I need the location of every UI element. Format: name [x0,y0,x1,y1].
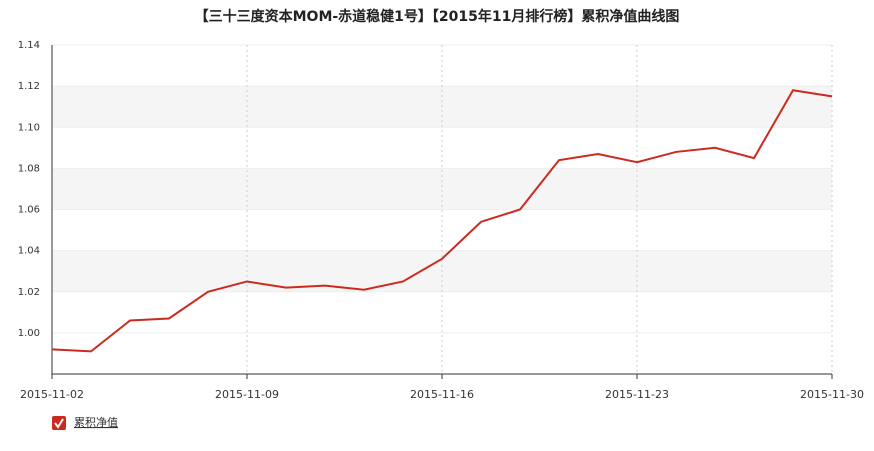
line [51,89,833,353]
x-tick-label: 2015-11-02 [20,388,84,401]
x-tick-label: 2015-11-09 [215,388,279,401]
y-tick-label: 1.06 [18,205,40,216]
y-tick-label: 1.04 [18,246,40,257]
x-tick-label: 2015-11-16 [410,388,474,401]
y-tick-label: 1.02 [18,287,40,298]
legend-label: 累积净值 [74,415,118,429]
y-tick-label: 1.08 [18,163,40,174]
y-tick-label: 1.00 [18,328,40,339]
x-tick-label: 2015-11-23 [605,388,669,401]
y-tick-label: 1.12 [18,81,40,92]
legend-check [54,418,64,429]
grid-band [52,168,832,210]
legend-checkbox [52,416,66,430]
x-tick-label: 2015-11-30 [800,388,864,401]
y-tick-label: 1.10 [18,122,40,133]
legend-item[interactable]: 累积净值 [52,415,118,430]
chart-title: 【三十三度资本MOM-赤道稳健1号】【2015年11月排行榜】累积净值曲线图 [195,8,680,25]
y-tick-label: 1.14 [18,40,40,51]
